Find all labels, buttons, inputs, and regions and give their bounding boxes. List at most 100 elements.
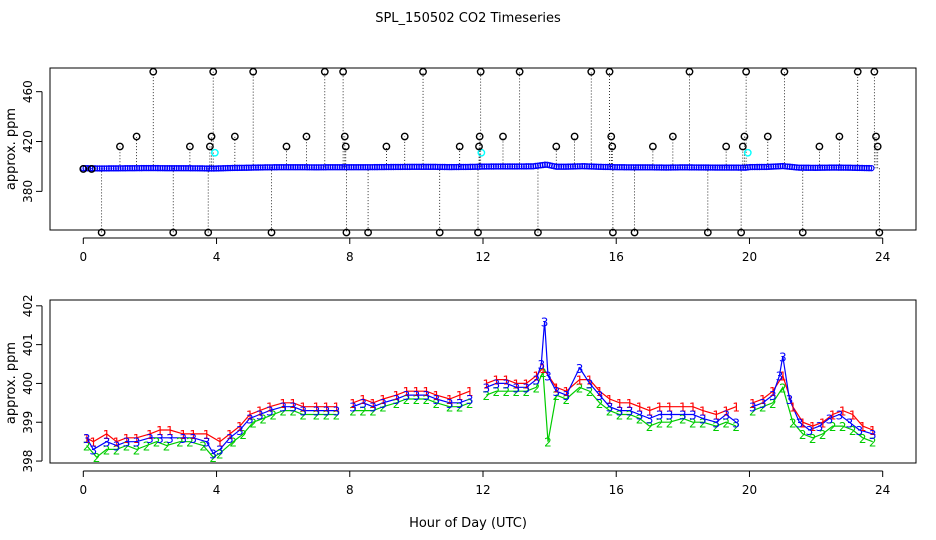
- bottom-series-marker-1: 1: [236, 420, 244, 434]
- bottom-series-marker-2: 2: [699, 416, 707, 430]
- top-main-point: [868, 164, 875, 172]
- top-flag-point: [455, 142, 464, 151]
- bottom-series-marker-3: 3: [359, 397, 367, 411]
- bottom-x-tick-label: 20: [742, 483, 757, 497]
- bottom-series-marker-3: 3: [562, 389, 570, 403]
- top-flag-point: [435, 228, 444, 237]
- bottom-series-marker-1: 1: [616, 397, 624, 411]
- bottom-series-marker-3: 3: [456, 397, 464, 411]
- top-flag-point: [609, 228, 617, 237]
- bottom-y-tick-label: 398: [21, 450, 35, 473]
- top-flag-point: [267, 228, 276, 237]
- bottom-series-marker-2: 2: [279, 405, 287, 419]
- top-flag-point: [205, 142, 214, 151]
- bottom-series-marker-1: 1: [393, 389, 401, 403]
- top-flag-point: [873, 142, 882, 151]
- bottom-series-marker-3: 3: [493, 377, 501, 391]
- bottom-series-marker-2: 2: [544, 436, 552, 450]
- top-flag-point: [870, 67, 879, 76]
- bottom-series-marker-3: 3: [209, 447, 217, 461]
- top-y-axis-label: approx. ppm: [4, 108, 19, 190]
- top-flag-point: [630, 228, 639, 237]
- bottom-series-marker-2: 2: [423, 393, 431, 407]
- bottom-series-marker-1: 1: [123, 432, 131, 446]
- bottom-series-marker-2: 2: [216, 447, 224, 461]
- bottom-series-marker-3: 3: [403, 389, 411, 403]
- bottom-series-marker-1: 1: [869, 424, 877, 438]
- bottom-series-marker-2: 2: [679, 412, 687, 426]
- bottom-series-marker-2: 2: [323, 408, 331, 422]
- bottom-series-marker-1: 1: [722, 405, 730, 419]
- bottom-series-marker-1: 1: [626, 397, 634, 411]
- bottom-series-marker-2: 2: [759, 401, 767, 415]
- bottom-series-marker-1: 1: [266, 401, 274, 415]
- bottom-series-marker-2: 2: [646, 420, 654, 434]
- top-flag-point: [648, 142, 657, 151]
- bottom-series-marker-1: 1: [539, 362, 547, 376]
- bottom-series-marker-2: 2: [403, 393, 411, 407]
- bottom-series-marker-1: 1: [859, 420, 867, 434]
- top-flag-point: [608, 142, 617, 151]
- bottom-y-axis: 398 399 400 401 402: [21, 294, 43, 473]
- bottom-series-marker-3: 3: [83, 432, 91, 446]
- top-flag-point: [875, 228, 884, 237]
- bottom-series-marker-1: 1: [279, 397, 287, 411]
- bottom-series-marker-3: 3: [349, 401, 357, 415]
- bottom-series-marker-3: 3: [203, 436, 211, 450]
- top-x-tick-label: 12: [475, 250, 490, 264]
- bottom-series-marker-1: 1: [113, 436, 121, 450]
- bottom-series-marker-3: 3: [133, 436, 141, 450]
- bottom-series-marker-3: 3: [636, 408, 644, 422]
- bottom-series-marker-2: 2: [769, 397, 777, 411]
- top-flag-point: [475, 132, 484, 141]
- bottom-series-marker-3: 3: [466, 393, 474, 407]
- bottom-series-marker-3: 3: [656, 408, 664, 422]
- top-plot-frame: [49, 67, 917, 231]
- bottom-series-marker-1: 1: [299, 401, 307, 415]
- top-flag-point: [249, 67, 258, 76]
- bottom-series-marker-1: 1: [759, 393, 767, 407]
- bottom-series-marker-3: 3: [423, 389, 431, 403]
- bottom-series-marker-1: 1: [586, 374, 594, 388]
- bottom-series-marker-1: 1: [413, 385, 421, 399]
- bottom-series-marker-3: 3: [626, 405, 634, 419]
- bottom-series-marker-1: 1: [606, 393, 614, 407]
- bottom-series-marker-1: 1: [189, 428, 197, 442]
- top-flag-point: [515, 67, 524, 76]
- bottom-series-marker-1: 1: [246, 408, 254, 422]
- top-panel: 0 4 8 12 16 20 24 380 420 460 approx. ppm: [4, 67, 917, 264]
- bottom-series-marker-1: 1: [466, 385, 474, 399]
- top-flag-point: [209, 67, 218, 76]
- bottom-series-marker-1: 1: [103, 428, 111, 442]
- bottom-series-marker-3: 3: [266, 405, 274, 419]
- top-x-tick-label: 24: [875, 250, 890, 264]
- top-x-tick-label: 0: [79, 250, 87, 264]
- bottom-series-marker-3: 3: [732, 416, 740, 430]
- bottom-series-marker-3: 3: [826, 412, 834, 426]
- bottom-series-marker-2: 2: [666, 416, 674, 430]
- bottom-series-marker-2: 2: [133, 443, 141, 457]
- top-main-point: [865, 164, 873, 172]
- top-flag-point: [282, 142, 291, 151]
- bottom-series-line-2: [86, 371, 873, 459]
- bottom-series-marker-2: 2: [522, 385, 530, 399]
- bottom-series-marker-2: 2: [313, 408, 321, 422]
- top-flag-point: [400, 132, 409, 141]
- bottom-series-marker-3: 3: [869, 428, 877, 442]
- top-x-tick-label: 8: [346, 250, 354, 264]
- bottom-series-marker-2: 2: [379, 401, 387, 415]
- bottom-x-tick-label: 4: [213, 483, 221, 497]
- bottom-series-marker-2: 2: [859, 432, 867, 446]
- bottom-series-marker-2: 2: [259, 412, 267, 426]
- bottom-series-marker-2: 2: [849, 424, 857, 438]
- bottom-series-marker-1: 1: [769, 385, 777, 399]
- bottom-series-marker-3: 3: [786, 393, 794, 407]
- bottom-series-marker-2: 2: [143, 440, 151, 454]
- bottom-series-marker-2: 2: [176, 436, 184, 450]
- bottom-series-marker-3: 3: [722, 408, 730, 422]
- bottom-series-marker-2: 2: [333, 408, 341, 422]
- top-flag-point: [780, 67, 789, 76]
- bottom-series-marker-2: 2: [712, 420, 720, 434]
